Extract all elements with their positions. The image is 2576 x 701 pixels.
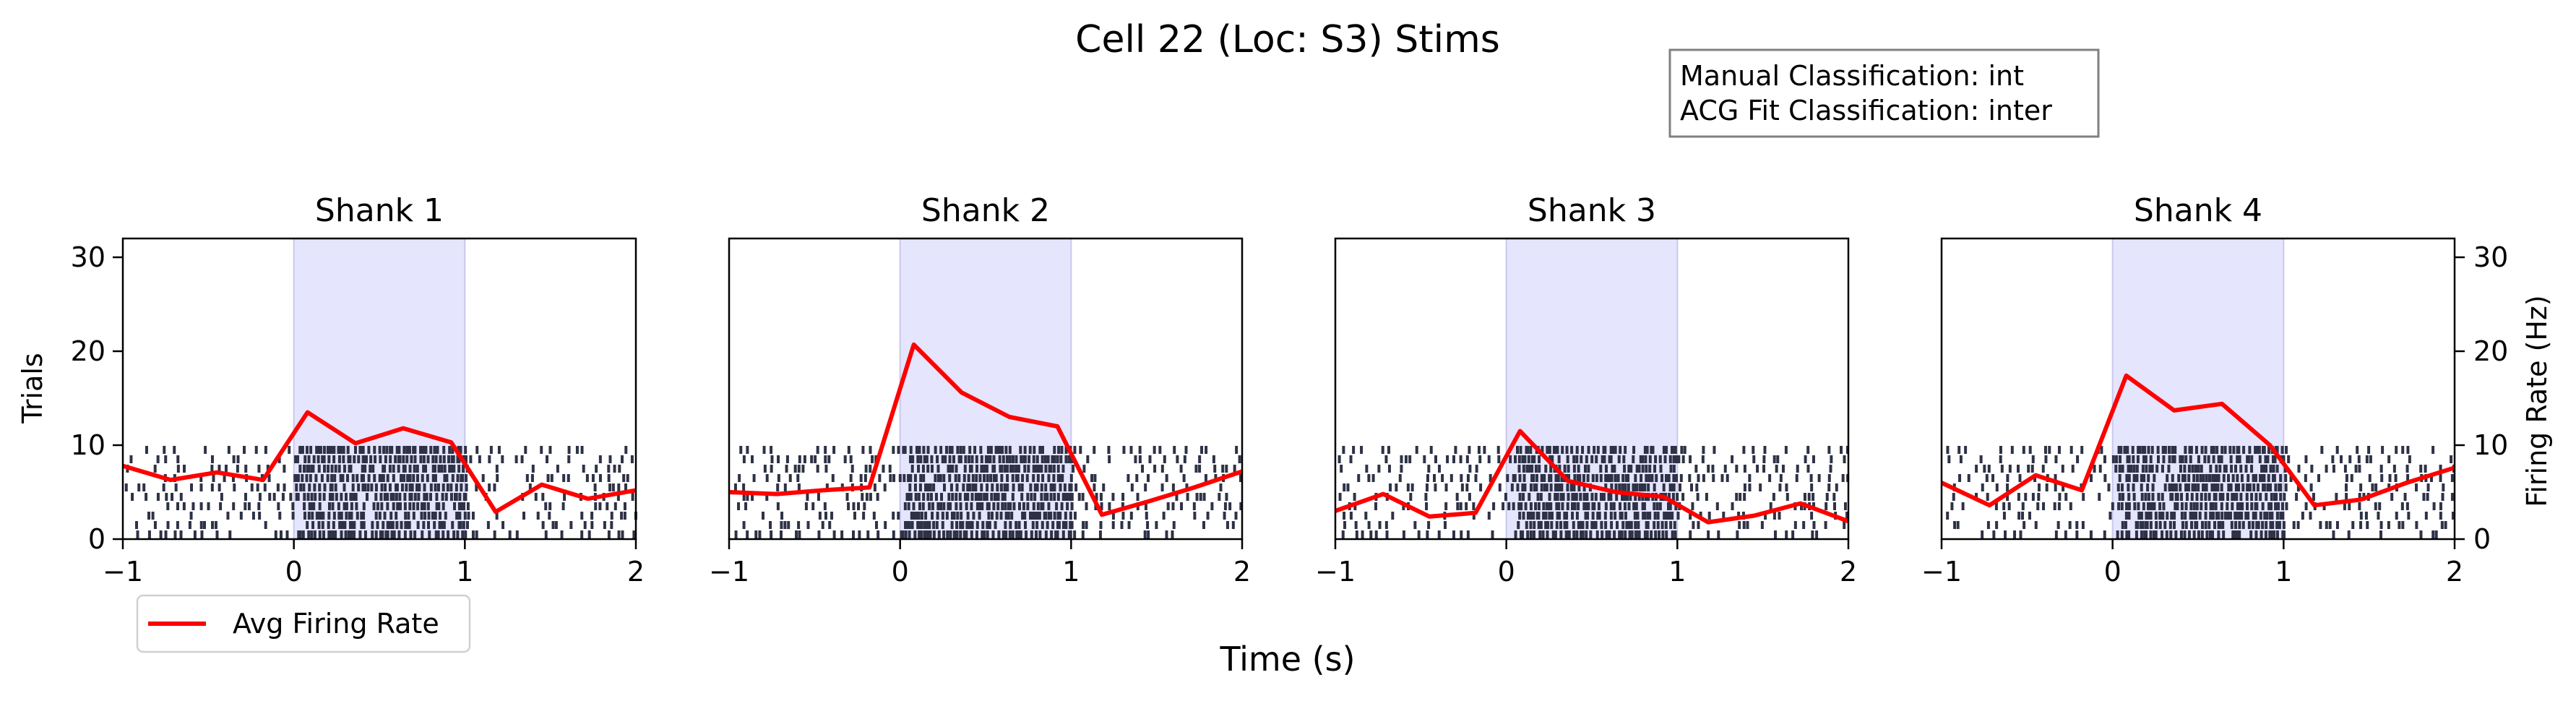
classification-annotation: Manual Classification: int ACG Fit Class… <box>1668 48 2100 138</box>
y-axis-label-trials: Trials <box>17 353 48 423</box>
y-tick-label: 0 <box>2473 523 2491 555</box>
spike-raster <box>733 446 1243 538</box>
y-tick-label: 30 <box>2473 241 2508 273</box>
x-tick-label: −1 <box>103 556 143 588</box>
x-tick-label: 1 <box>456 556 473 588</box>
x-axis-label: Time (s) <box>1219 640 1355 679</box>
axes-frame <box>121 237 637 541</box>
x-tick-label: 0 <box>1498 556 1515 588</box>
y-tick-label: 30 <box>71 241 105 273</box>
x-tick-label: −1 <box>709 556 749 588</box>
annotation-manual: Manual Classification: int <box>1680 60 2024 92</box>
legend: Avg Firing Rate <box>136 594 471 653</box>
x-tick-label: 0 <box>285 556 303 588</box>
y-tick-label: 10 <box>71 429 105 461</box>
y-tick-label: 20 <box>71 335 105 367</box>
y-tick-label: 20 <box>2473 335 2508 367</box>
legend-label: Avg Firing Rate <box>233 608 439 640</box>
axes-frame <box>1940 237 2456 541</box>
y-tick-label: 0 <box>88 523 105 555</box>
x-tick-label: 2 <box>1840 556 1857 588</box>
axes-frame <box>1334 237 1850 541</box>
panel-title: Shank 4 <box>2134 192 2262 229</box>
x-tick-label: 2 <box>2446 556 2463 588</box>
x-tick-label: −1 <box>1315 556 1356 588</box>
panel-title: Shank 3 <box>1528 192 1656 229</box>
annotation-acg: ACG Fit Classification: inter <box>1680 95 2052 126</box>
legend-box <box>136 594 471 653</box>
y-axis-label-firing-rate: Firing Rate (Hz) <box>2521 295 2553 507</box>
annotation-box <box>1668 48 2100 138</box>
axes-frame <box>728 237 1244 541</box>
x-tick-label: −1 <box>1921 556 1962 588</box>
y-tick-label: 10 <box>2473 429 2508 461</box>
figure-title: Cell 22 (Loc: S3) Stims <box>1075 18 1500 61</box>
x-tick-label: 0 <box>892 556 909 588</box>
spike-raster <box>1946 446 2455 538</box>
panel-title: Shank 2 <box>921 192 1050 229</box>
x-tick-label: 2 <box>627 556 645 588</box>
x-tick-label: 1 <box>1668 556 1686 588</box>
x-tick-label: 1 <box>2275 556 2292 588</box>
panel-title: Shank 1 <box>315 192 444 229</box>
firing-rate-line <box>122 410 637 515</box>
x-tick-label: 0 <box>2104 556 2121 588</box>
panel-shank-2: Shank 2 −1 0 1 2 <box>709 192 1251 588</box>
x-tick-label: 1 <box>1062 556 1080 588</box>
firing-rate-line <box>728 342 1243 517</box>
spike-raster <box>124 446 637 538</box>
panel-shank-3: Shank 3 −1 0 1 2 <box>1315 192 1857 588</box>
firing-rate-line <box>1940 373 2455 508</box>
firing-rate-line <box>1335 429 1850 525</box>
x-tick-label: 2 <box>1233 556 1251 588</box>
